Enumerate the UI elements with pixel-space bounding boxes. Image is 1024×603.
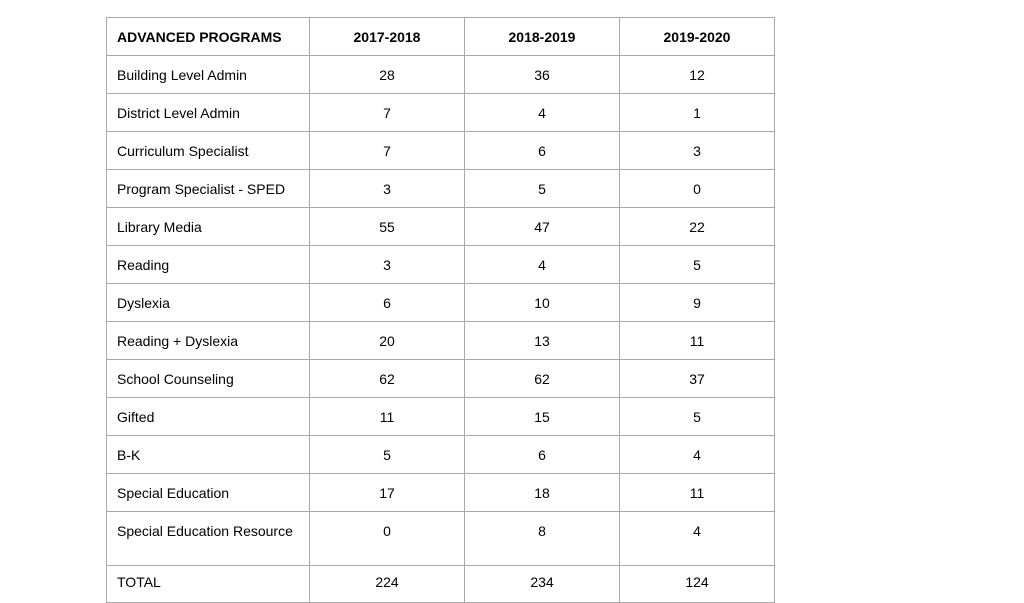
row-value: 20 — [309, 321, 465, 360]
table-row: Library Media 55 47 22 — [106, 207, 775, 246]
row-label: Special Education — [106, 473, 310, 512]
row-label: Building Level Admin — [106, 55, 310, 94]
row-label: School Counseling — [106, 359, 310, 398]
row-value: 5 — [619, 245, 775, 284]
row-value: 10 — [464, 283, 620, 322]
table-row: Dyslexia 6 10 9 — [106, 283, 775, 322]
row-value: 3 — [309, 245, 465, 284]
advanced-programs-table-container: ADVANCED PROGRAMS 2017-2018 2018-2019 20… — [106, 17, 775, 603]
row-value: 18 — [464, 473, 620, 512]
row-value: 5 — [619, 397, 775, 436]
table-row: School Counseling 62 62 37 — [106, 359, 775, 398]
table-row: District Level Admin 7 4 1 — [106, 93, 775, 132]
row-value: 12 — [619, 55, 775, 94]
row-label: Gifted — [106, 397, 310, 436]
row-value: 6 — [464, 435, 620, 474]
row-value: 62 — [309, 359, 465, 398]
row-value: 6 — [309, 283, 465, 322]
total-value: 224 — [309, 565, 465, 603]
total-value: 234 — [464, 565, 620, 603]
row-value: 37 — [619, 359, 775, 398]
row-value: 0 — [619, 169, 775, 208]
row-value: 4 — [619, 511, 775, 566]
row-value: 0 — [309, 511, 465, 566]
table-row: Program Specialist - SPED 3 5 0 — [106, 169, 775, 208]
header-2019-2020: 2019-2020 — [619, 17, 775, 56]
row-value: 3 — [619, 131, 775, 170]
row-value: 22 — [619, 207, 775, 246]
row-value: 4 — [464, 245, 620, 284]
row-value: 47 — [464, 207, 620, 246]
row-value: 4 — [464, 93, 620, 132]
table-row: Special Education Resource 0 8 4 — [106, 511, 775, 566]
row-value: 4 — [619, 435, 775, 474]
row-label: Reading — [106, 245, 310, 284]
row-value: 7 — [309, 93, 465, 132]
row-label: Library Media — [106, 207, 310, 246]
table-row: Building Level Admin 28 36 12 — [106, 55, 775, 94]
row-value: 6 — [464, 131, 620, 170]
row-value: 55 — [309, 207, 465, 246]
table-header-row: ADVANCED PROGRAMS 2017-2018 2018-2019 20… — [106, 17, 775, 56]
table-total-row: TOTAL 224 234 124 — [106, 565, 775, 603]
total-value: 124 — [619, 565, 775, 603]
row-value: 3 — [309, 169, 465, 208]
row-label: B-K — [106, 435, 310, 474]
row-label: Reading + Dyslexia — [106, 321, 310, 360]
row-label: Special Education Resource — [106, 511, 310, 566]
row-value: 11 — [619, 473, 775, 512]
row-value: 11 — [309, 397, 465, 436]
row-value: 28 — [309, 55, 465, 94]
table-row: Gifted 11 15 5 — [106, 397, 775, 436]
row-label: Curriculum Specialist — [106, 131, 310, 170]
header-2017-2018: 2017-2018 — [309, 17, 465, 56]
row-value: 9 — [619, 283, 775, 322]
row-label: Program Specialist - SPED — [106, 169, 310, 208]
table-row: Curriculum Specialist 7 6 3 — [106, 131, 775, 170]
row-value: 5 — [464, 169, 620, 208]
table-row: Reading + Dyslexia 20 13 11 — [106, 321, 775, 360]
row-value: 15 — [464, 397, 620, 436]
row-value: 36 — [464, 55, 620, 94]
table-row: Special Education 17 18 11 — [106, 473, 775, 512]
row-value: 11 — [619, 321, 775, 360]
row-value: 13 — [464, 321, 620, 360]
row-value: 62 — [464, 359, 620, 398]
row-value: 7 — [309, 131, 465, 170]
table-row: B-K 5 6 4 — [106, 435, 775, 474]
row-value: 5 — [309, 435, 465, 474]
row-value: 1 — [619, 93, 775, 132]
advanced-programs-table: ADVANCED PROGRAMS 2017-2018 2018-2019 20… — [106, 17, 775, 603]
table-row: Reading 3 4 5 — [106, 245, 775, 284]
total-label: TOTAL — [106, 565, 310, 603]
row-label: Dyslexia — [106, 283, 310, 322]
row-value: 8 — [464, 511, 620, 566]
row-value: 17 — [309, 473, 465, 512]
header-program: ADVANCED PROGRAMS — [106, 17, 310, 56]
header-2018-2019: 2018-2019 — [464, 17, 620, 56]
row-label: District Level Admin — [106, 93, 310, 132]
